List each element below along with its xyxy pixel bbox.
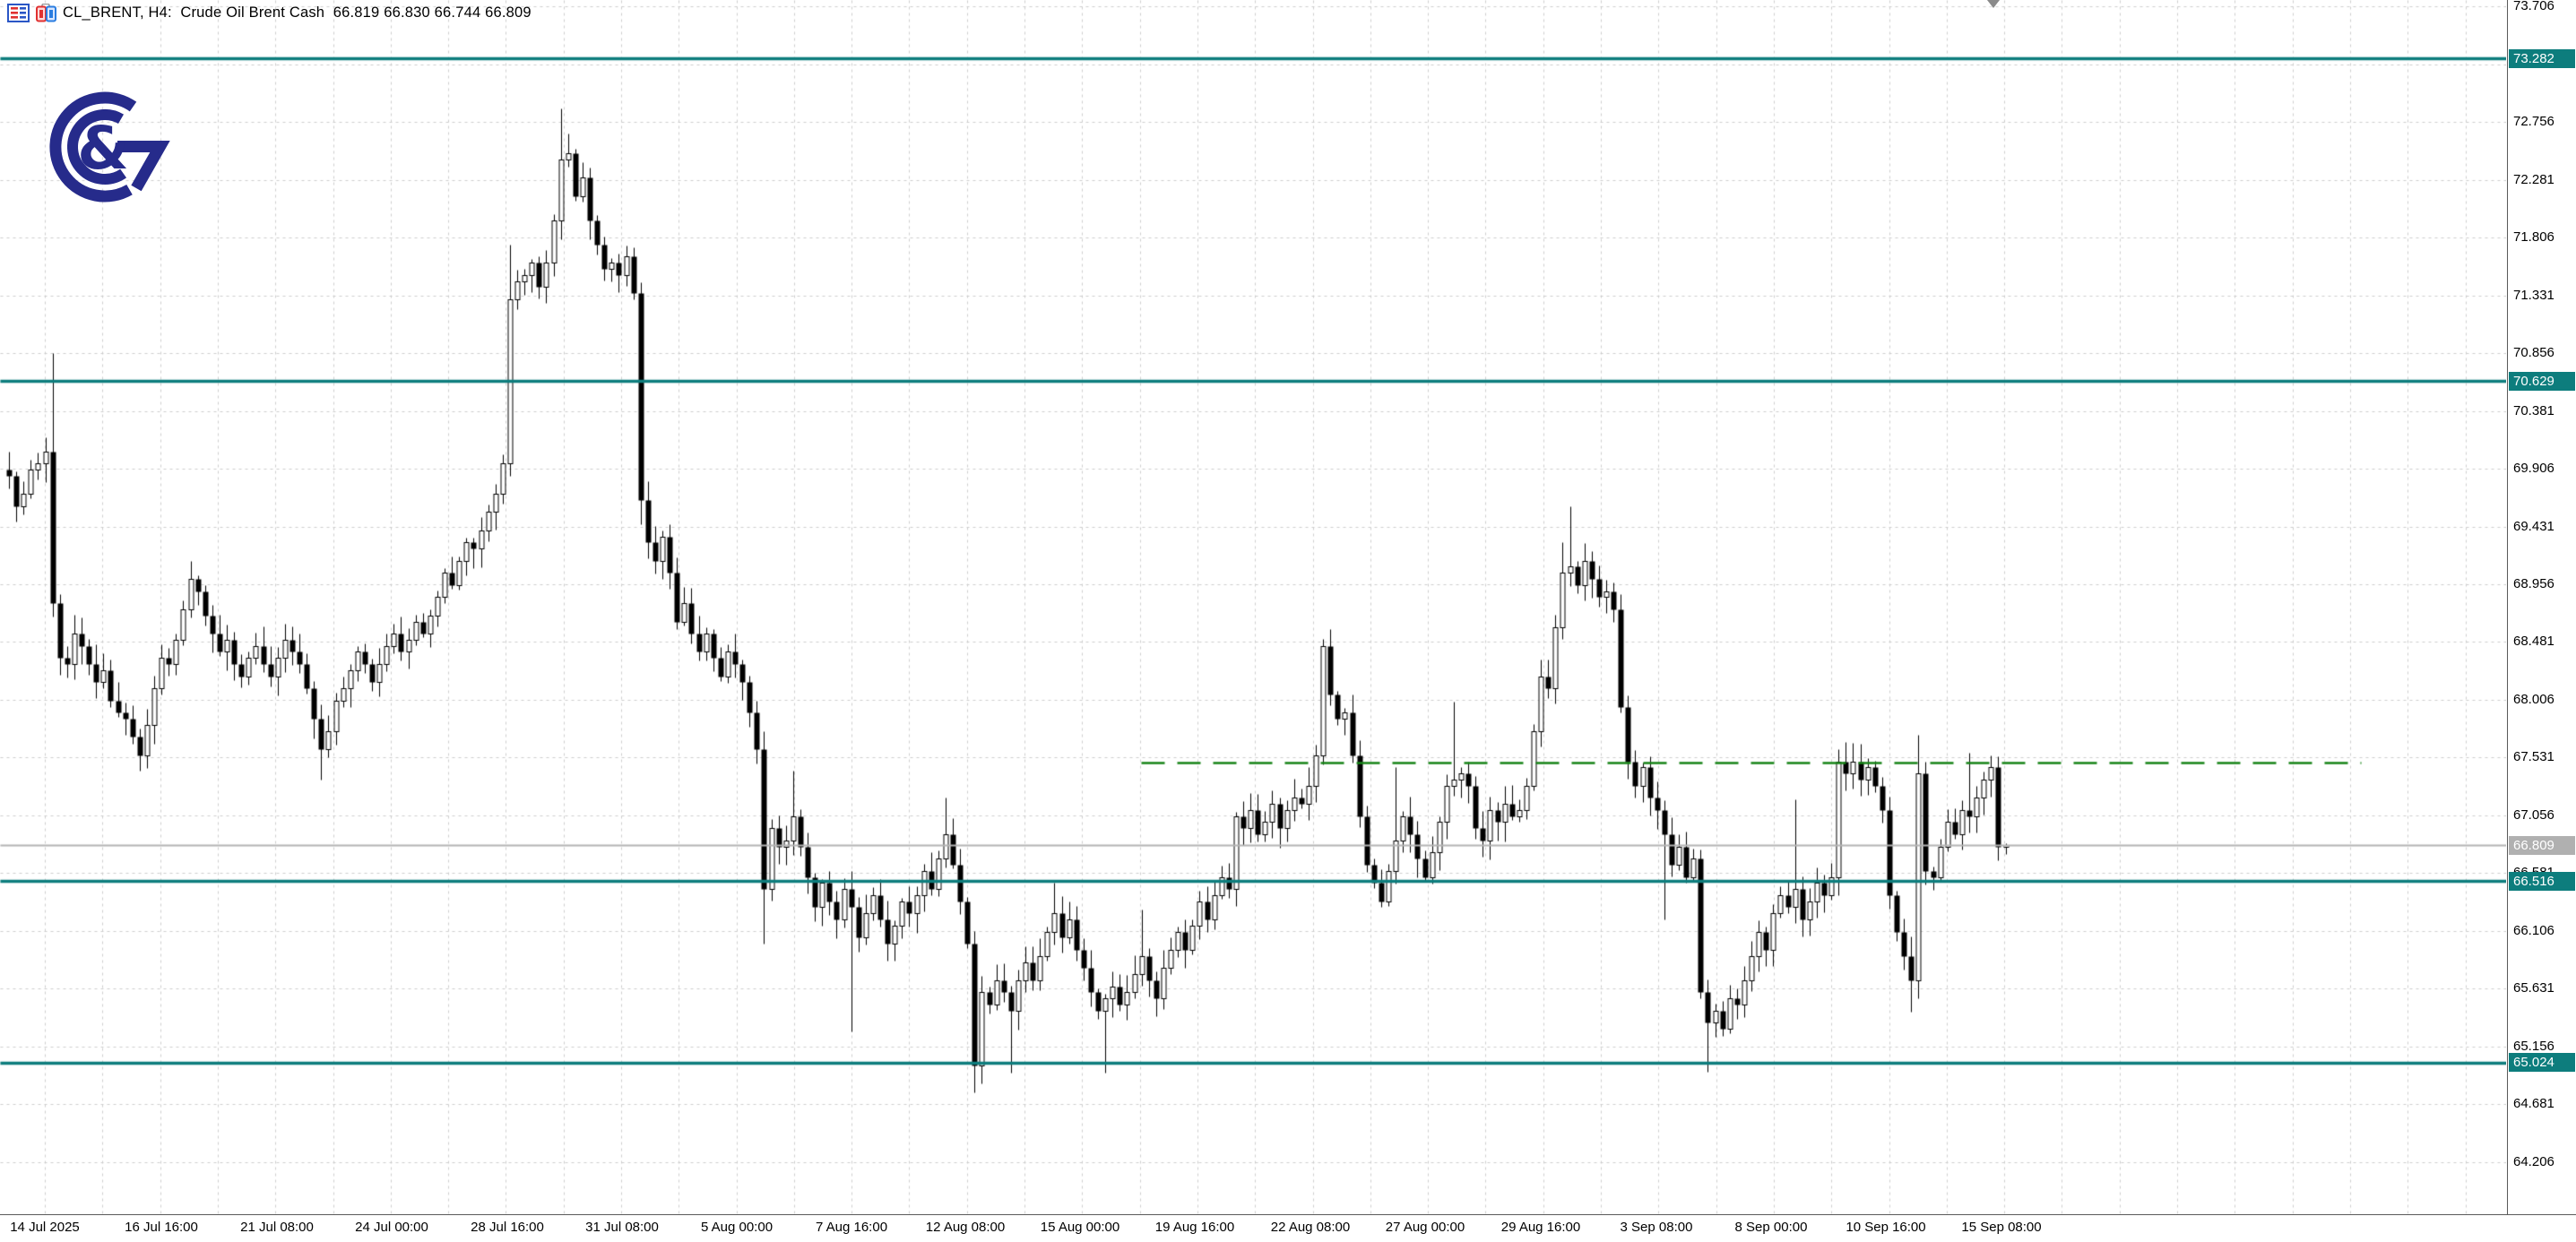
price-tick-label: 72.756 [2513, 114, 2554, 130]
date-tick-label: 8 Sep 00:00 [1734, 1220, 1808, 1235]
date-tick-label: 22 Aug 08:00 [1270, 1220, 1351, 1235]
time-axis[interactable]: 14 Jul 2025 16 Jul 16:00 21 Jul 08:00 24 Ju… [0, 1214, 2576, 1242]
price-tick-label: 69.906 [2513, 461, 2554, 477]
date-tick-label: 29 Aug 16:00 [1500, 1220, 1581, 1235]
price-tick-label: 64.206 [2513, 1153, 2554, 1169]
date-tick-label: 31 Jul 08:00 [585, 1220, 659, 1235]
price-tick-label: 69.431 [2513, 518, 2554, 534]
date-tick-label: 24 Jul 00:00 [355, 1220, 428, 1235]
date-tick-label: 12 Aug 08:00 [925, 1220, 1006, 1235]
current-price-badge: 66.809 [2509, 835, 2575, 855]
candlestick-chart-area[interactable] [0, 0, 2506, 1214]
price-tick-label: 70.381 [2513, 402, 2554, 418]
symbol-title: CL_BRENT, H4: Crude Oil Brent Cash 66.81… [63, 4, 532, 21]
price-tick-label: 72.281 [2513, 171, 2554, 187]
price-tick-label: 64.681 [2513, 1096, 2554, 1112]
price-tick-label: 71.806 [2513, 229, 2554, 246]
g-and-g-logo: & [49, 65, 171, 212]
logo-ampersand: & [77, 114, 129, 183]
price-tick-label: 71.331 [2513, 287, 2554, 303]
price-tick-label: 67.056 [2513, 806, 2554, 823]
level-price-badge: 66.516 [2509, 871, 2575, 891]
date-tick-label: 15 Aug 00:00 [1040, 1220, 1120, 1235]
price-tick-label: 68.956 [2513, 576, 2554, 592]
chart-shift-marker[interactable] [1987, 0, 2000, 8]
market-watch-icon[interactable] [7, 4, 30, 22]
price-axis[interactable]: 73.70673.23172.75672.28171.80671.33170.8… [2507, 0, 2576, 1214]
price-tick-label: 68.006 [2513, 691, 2554, 707]
date-tick-label: 5 Aug 00:00 [700, 1220, 774, 1235]
date-tick-label: 10 Sep 16:00 [1846, 1220, 1926, 1235]
price-tick-label: 68.481 [2513, 634, 2554, 650]
price-tick-label: 67.531 [2513, 749, 2554, 765]
level-price-badge: 73.282 [2509, 48, 2575, 68]
date-tick-label: 3 Sep 08:00 [1620, 1220, 1693, 1235]
date-tick-label: 16 Jul 16:00 [125, 1220, 198, 1235]
chart-windows-icon[interactable] [35, 3, 57, 22]
level-price-badge: 70.629 [2509, 371, 2575, 391]
date-tick-label: 28 Jul 16:00 [471, 1220, 544, 1235]
date-tick-label: 19 Aug 16:00 [1154, 1220, 1235, 1235]
date-tick-label: 27 Aug 00:00 [1385, 1220, 1465, 1235]
price-tick-label: 70.856 [2513, 345, 2554, 361]
price-tick-label: 65.156 [2513, 1038, 2554, 1054]
date-tick-label: 15 Sep 08:00 [1961, 1220, 2042, 1235]
date-tick-label: 14 Jul 2025 [10, 1220, 80, 1235]
date-tick-label: 21 Jul 08:00 [240, 1220, 314, 1235]
level-price-badge: 65.024 [2509, 1053, 2575, 1073]
date-tick-label: 7 Aug 16:00 [815, 1220, 888, 1235]
price-tick-label: 65.631 [2513, 980, 2554, 996]
price-tick-label: 73.706 [2513, 0, 2554, 14]
price-tick-label: 66.106 [2513, 922, 2554, 938]
chart-header: CL_BRENT, H4: Crude Oil Brent Cash 66.81… [7, 3, 532, 22]
